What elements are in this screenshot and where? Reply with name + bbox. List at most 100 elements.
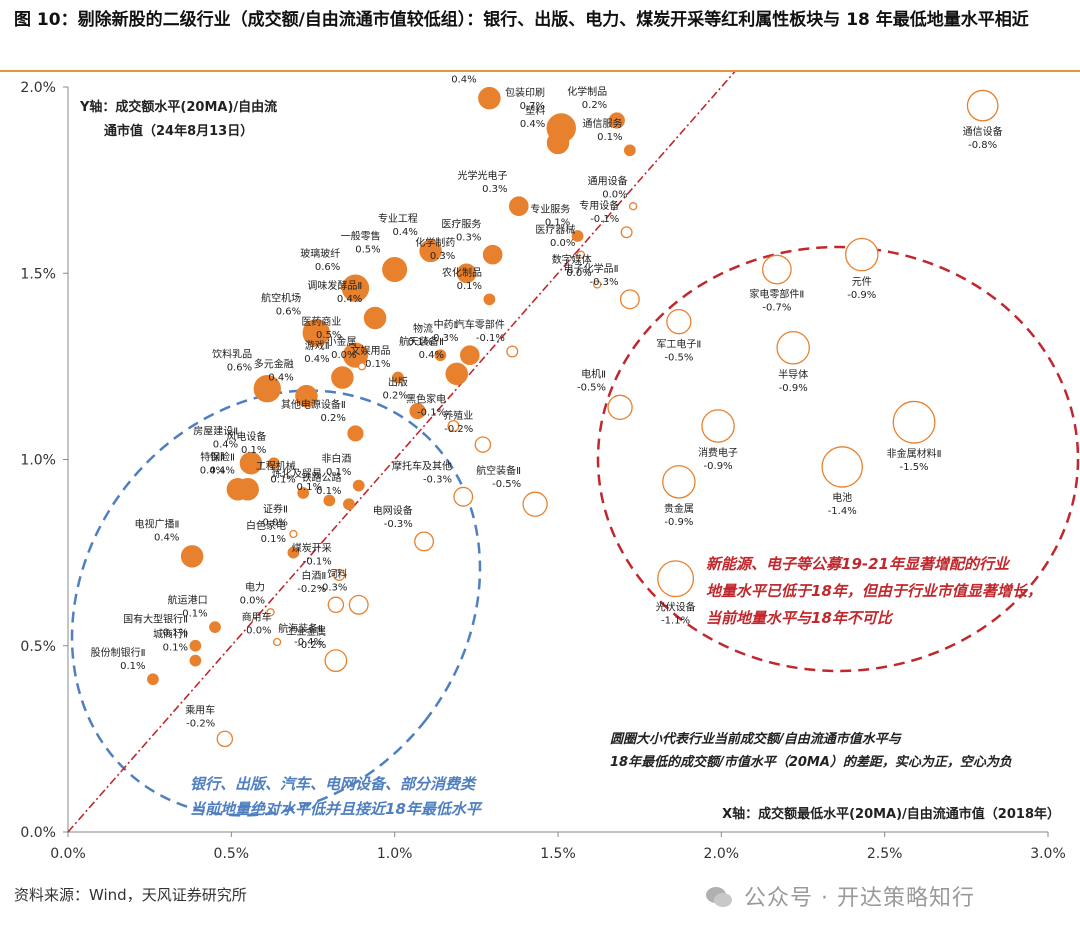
- point-label: 电视广播Ⅱ: [134, 518, 179, 531]
- point-label: 调味发酵品Ⅱ: [307, 279, 362, 292]
- point-70: [657, 560, 695, 598]
- point-5: [508, 196, 529, 217]
- point-8: [482, 244, 503, 265]
- point-66: [701, 409, 735, 443]
- point-value-label: -0.5%: [492, 479, 521, 490]
- point-label: 家电零部件Ⅱ: [749, 288, 804, 301]
- point-label: 医药商业: [301, 315, 341, 328]
- point-label: 航运港口: [168, 594, 208, 607]
- point-24: [253, 375, 281, 403]
- point-value-label: -0.3%: [590, 277, 619, 288]
- x-tick-label: 1.0%: [377, 846, 413, 862]
- point-31: [347, 425, 364, 442]
- red-group-note-line3: 当前地量水平与18年不可比: [706, 609, 894, 627]
- point-value-label: 0.1%: [163, 627, 188, 638]
- point-value-label: -0.2%: [297, 584, 326, 595]
- point-value-label: -0.1%: [417, 408, 446, 419]
- point-value-label: 0.1%: [408, 337, 433, 348]
- point-label: 农化制品: [442, 266, 482, 279]
- point-label: 保险Ⅱ: [210, 451, 235, 464]
- point-value-label: -0.3%: [423, 474, 452, 485]
- point-label: 电池: [832, 491, 852, 504]
- point-13: [593, 280, 602, 289]
- point-label: 养殖业: [443, 409, 473, 422]
- point-label: 白酒Ⅱ: [301, 569, 326, 582]
- point-label: 航空装备Ⅱ: [476, 464, 521, 477]
- point-62: [845, 237, 879, 272]
- point-label: 股份制银行Ⅱ: [91, 646, 146, 659]
- point-50: [333, 568, 346, 582]
- point-11: [576, 250, 586, 259]
- x-axis-note: X轴：成交额最低水平(20MA)/自由流通市值（2018年）: [722, 806, 1060, 822]
- point-value-label: 0.1%: [326, 467, 351, 478]
- point-label: 文娱用品: [351, 344, 391, 357]
- point-43: [522, 491, 548, 517]
- point-label: 房屋建设Ⅱ: [193, 424, 238, 437]
- source-note: 资料来源：Wind，天风证券研究所: [14, 886, 247, 904]
- point-value-label: 0.1%: [261, 534, 286, 545]
- point-18: [302, 319, 330, 347]
- point-value-label: 0.1%: [365, 359, 390, 370]
- point-49: [266, 608, 275, 617]
- point-label: 风电设备: [226, 430, 266, 443]
- point-12: [628, 202, 638, 211]
- point-label: 光伏设备: [656, 601, 696, 614]
- watermark: 公众号 · 开达策略知行: [744, 886, 975, 911]
- title-rule: [0, 70, 1080, 72]
- point-label: 饲料: [327, 567, 347, 580]
- point-value-label: 0.5%: [316, 330, 341, 341]
- y-axis-note-line1: Y轴：成交额水平(20MA)/自由流: [79, 99, 277, 115]
- point-59: [216, 730, 234, 748]
- point-value-label: 0.4%: [154, 533, 179, 544]
- point-label: 半导体: [778, 368, 808, 381]
- point-36: [352, 479, 365, 492]
- point-label: 电机Ⅱ: [581, 367, 606, 380]
- point-label: 专业服务: [530, 203, 570, 216]
- point-value-label: -0.2%: [186, 718, 215, 729]
- point-value-label: 0.1%: [316, 486, 341, 497]
- point-61: [761, 254, 792, 285]
- point-label: 塑料: [525, 104, 545, 117]
- x-tick-label: 3.0%: [1030, 846, 1066, 862]
- point-value-label: -0.7%: [762, 303, 791, 314]
- point-52: [348, 594, 369, 615]
- y-tick-label: 0.0%: [20, 825, 56, 841]
- point-46: [287, 546, 300, 559]
- point-40: [323, 494, 336, 507]
- point-label: 特钢Ⅱ: [200, 451, 225, 464]
- point-label: 煤炭开采: [292, 542, 332, 555]
- point-37: [297, 487, 310, 499]
- point-value-label: -1.5%: [900, 462, 929, 473]
- point-label: 玻璃玻纤: [300, 247, 340, 260]
- point-label: 包装印刷: [505, 86, 545, 99]
- point-value-label: 0.7%: [520, 101, 545, 112]
- point-20: [342, 342, 368, 368]
- point-value-label: 0.3%: [433, 333, 458, 344]
- point-label: 航空机场: [261, 292, 301, 305]
- size-note-line2: 18年最低的成交额/市值水平（20MA）的差距，实心为正，空心为负: [610, 754, 1012, 770]
- point-label: 工业金属: [286, 625, 326, 638]
- point-value-label: -0.5%: [664, 353, 693, 364]
- point-64: [776, 330, 810, 365]
- point-label: 化学制品: [567, 85, 607, 98]
- point-label: 物流: [413, 322, 433, 335]
- point-label: 商用车: [242, 611, 272, 624]
- point-22: [459, 345, 480, 366]
- point-value-label: 0.0%: [246, 626, 271, 637]
- point-2: [546, 131, 570, 155]
- point-value-label: -0.1%: [590, 214, 619, 225]
- point-value-label: 0.4%: [200, 466, 225, 477]
- point-10: [571, 230, 584, 242]
- point-label: 数字媒体: [552, 253, 592, 266]
- point-label: 小金属: [327, 335, 357, 348]
- point-19: [363, 306, 387, 330]
- point-label: 非白酒: [321, 452, 351, 465]
- point-label: 通信服务: [582, 117, 622, 130]
- point-value-label: 0.4%: [304, 354, 329, 365]
- point-value-label: -0.9%: [664, 517, 693, 528]
- point-value-label: -0.1%: [303, 557, 332, 568]
- point-3: [608, 112, 625, 129]
- point-23: [506, 345, 519, 358]
- point-9: [456, 263, 477, 284]
- point-label: 其他电源设备Ⅱ: [281, 398, 346, 411]
